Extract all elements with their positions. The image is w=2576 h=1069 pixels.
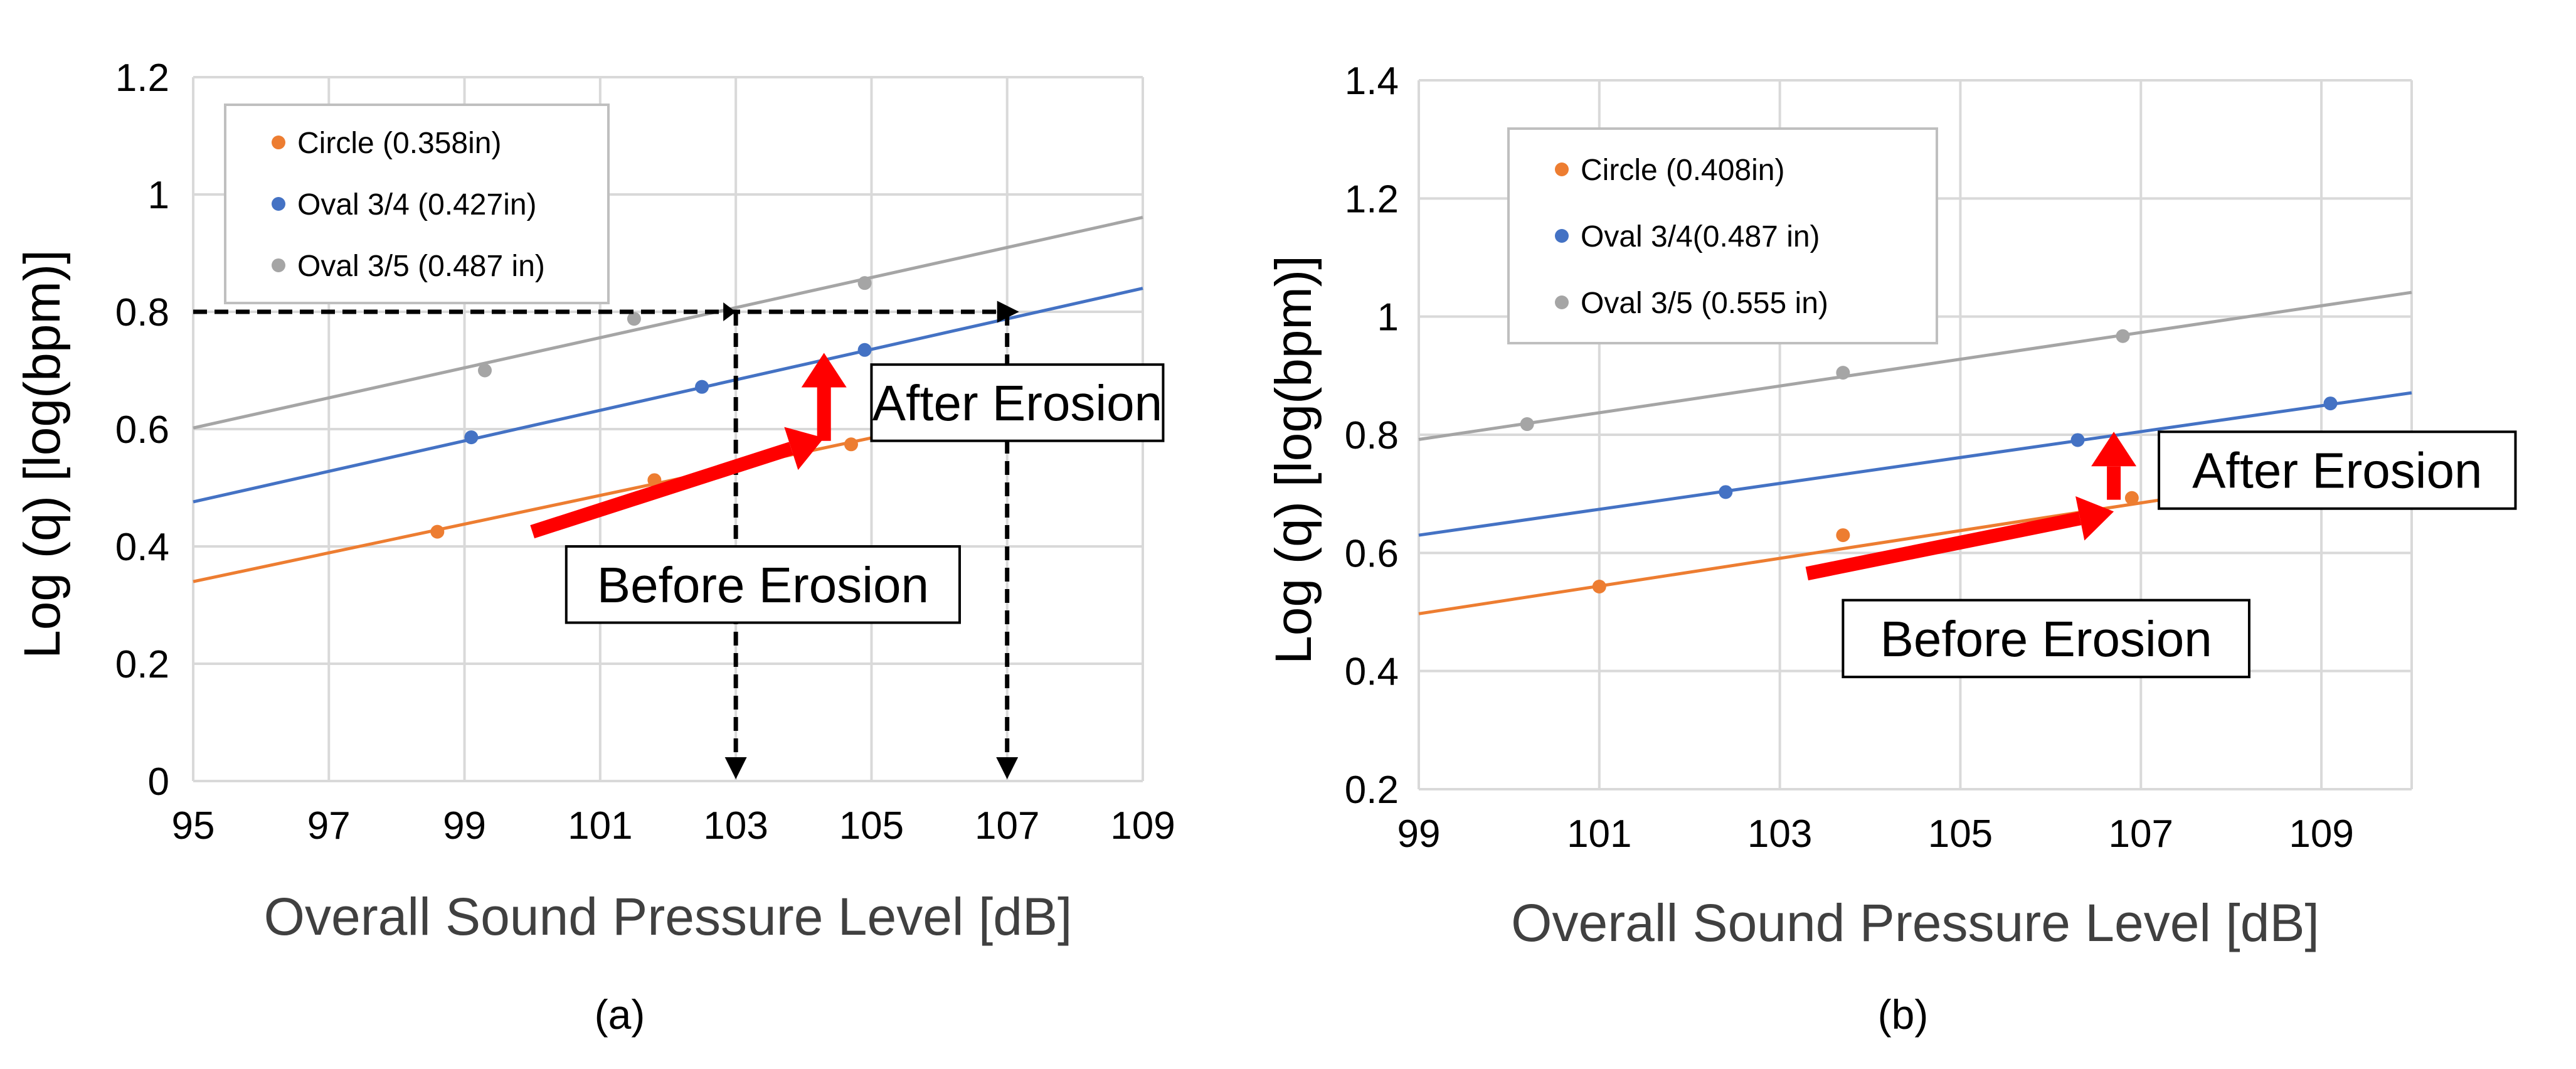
x-axis-title: Overall Sound Pressure Level [dB] — [264, 887, 1073, 946]
data-point — [1520, 417, 1534, 432]
legend-label: Oval 3/4 (0.427in) — [297, 188, 537, 221]
after-erosion-label: After Erosion — [2192, 443, 2482, 499]
panel-caption: (b) — [1878, 991, 1929, 1038]
y-tick-label: 1 — [148, 174, 169, 217]
trendline-2 — [1418, 290, 2412, 442]
legend-marker-2 — [1555, 295, 1569, 310]
legend-marker-1 — [1555, 229, 1569, 243]
data-point — [2124, 491, 2139, 505]
y-tick-label: 0.4 — [1345, 651, 1399, 694]
y-tick-label: 0 — [148, 760, 169, 804]
data-point — [1592, 580, 1606, 594]
red-arrow-diagonal — [1805, 511, 2082, 581]
y-axis-title: Log (q) [log(bpm)] — [14, 250, 71, 659]
data-point — [2323, 396, 2338, 411]
before-erosion-box — [564, 545, 962, 624]
y-tick-label: 1.4 — [1345, 60, 1399, 103]
before-erosion-box — [1842, 598, 2250, 679]
y-tick-label: 1 — [1377, 296, 1399, 339]
y-tick-label: 0.2 — [115, 643, 169, 686]
legend-marker-0 — [272, 136, 285, 150]
y-tick-label: 0.6 — [115, 408, 169, 452]
legend-label: Oval 3/4(0.487 in) — [1581, 220, 1820, 253]
after-erosion-label: After Erosion — [872, 375, 1162, 431]
x-tick-label: 103 — [1747, 812, 1812, 856]
y-tick-label: 1.2 — [115, 56, 169, 100]
data-point — [2070, 433, 2085, 447]
legend-box — [1507, 127, 1938, 344]
x-axis-title: Overall Sound Pressure Level [dB] — [1511, 893, 2319, 952]
data-point — [1719, 485, 1733, 499]
y-tick-label: 0.6 — [1345, 532, 1399, 575]
legend-label: Circle (0.408in) — [1581, 154, 1784, 187]
data-point — [844, 437, 858, 452]
x-tick-label: 101 — [568, 804, 632, 848]
data-point — [1836, 366, 1850, 380]
legend-label: Oval 3/5 (0.487 in) — [297, 250, 545, 283]
legend: Circle (0.408in) Oval 3/4(0.487 in) Oval 3… — [1507, 127, 1938, 344]
x-tick-label: 105 — [839, 804, 904, 848]
y-tick-label: 0.2 — [1345, 769, 1399, 812]
red-arrow-diagonal-head — [2075, 496, 2114, 541]
legend-marker-2 — [272, 258, 285, 272]
red-arrow-vertical-head — [2091, 432, 2137, 467]
data-point — [464, 430, 479, 445]
after-erosion-box — [2158, 430, 2517, 510]
before-erosion-label: Before Erosion — [1880, 611, 2212, 667]
y-tick-label: 0.4 — [115, 526, 169, 569]
trendline-2 — [193, 216, 1143, 430]
legend-box — [224, 104, 610, 304]
data-point — [857, 276, 872, 290]
trendline-1 — [1418, 391, 2412, 537]
data-point — [695, 380, 709, 394]
y-tick-label: 0.8 — [115, 291, 169, 334]
legend-marker-1 — [272, 197, 285, 211]
after-erosion-box — [870, 363, 1165, 442]
y-axis-title: Log (q) [log(bpm)] — [1265, 255, 1322, 664]
y-tick-label: 1.2 — [1345, 178, 1399, 221]
data-point — [478, 363, 492, 378]
chart-panel-b: 0.2 0.4 0.6 0.8 1 1.2 1.4 99 101 103 105 107 109 Over… — [1265, 60, 2517, 1038]
x-tick-label: 99 — [443, 804, 486, 848]
x-tick-label: 107 — [975, 804, 1039, 848]
x-tick-label: 109 — [1110, 804, 1175, 848]
data-point — [1836, 528, 1850, 543]
chart-panel-a: 0 0.2 0.4 0.6 0.8 1 1.2 95 97 99 101 103 105 107 109 Ov… — [14, 56, 1175, 1038]
x-tick-label: 109 — [2289, 812, 2353, 856]
legend-label: Oval 3/5 (0.555 in) — [1581, 287, 1828, 320]
data-point — [2116, 329, 2130, 343]
red-arrow-vertical-head — [801, 353, 847, 388]
x-tick-label: 103 — [703, 804, 768, 848]
trendline-1 — [193, 287, 1143, 504]
x-tick-label: 105 — [1928, 812, 1993, 856]
x-tick-label: 99 — [1397, 812, 1441, 856]
x-tick-label: 95 — [172, 804, 215, 848]
reference-arrowhead — [723, 302, 736, 321]
legend-label: Circle (0.358in) — [297, 127, 501, 160]
panel-caption: (a) — [595, 991, 645, 1038]
red-arrow-diagonal-head — [784, 427, 824, 471]
data-point — [430, 524, 445, 539]
x-tick-label: 107 — [2109, 812, 2173, 856]
legend: Circle (0.358in) Oval 3/4 (0.427in) Oval 3… — [224, 104, 610, 304]
legend-marker-0 — [1555, 162, 1569, 176]
red-arrow-diagonal — [530, 442, 793, 539]
x-tick-label: 97 — [307, 804, 351, 848]
data-point — [857, 343, 872, 357]
y-tick-label: 0.8 — [1345, 414, 1399, 457]
data-point — [627, 312, 641, 326]
x-tick-label: 101 — [1567, 812, 1631, 856]
data-point — [647, 473, 662, 487]
before-erosion-label: Before Erosion — [597, 557, 929, 613]
